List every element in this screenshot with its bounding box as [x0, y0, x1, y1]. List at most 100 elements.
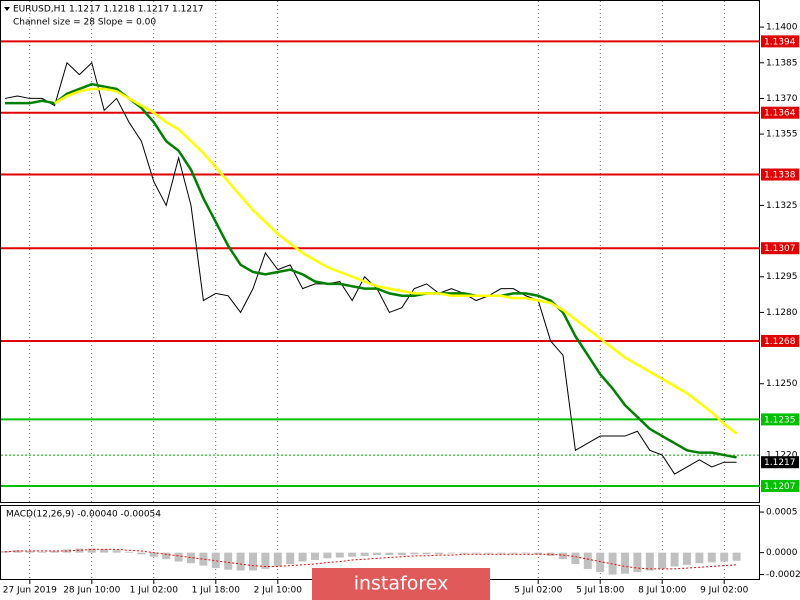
x-tick-label: 8 Jul 10:00 — [638, 586, 687, 596]
macd-bar — [472, 552, 481, 554]
macd-bar — [236, 552, 245, 571]
level-label-box — [761, 334, 799, 347]
y-tick-label: 1.1295 — [766, 272, 798, 282]
macd-bar — [645, 552, 654, 571]
macd-bar — [100, 549, 109, 553]
macd-bar — [298, 552, 307, 562]
macd-bar — [286, 552, 295, 565]
macd-bar — [447, 552, 456, 554]
macd-signal — [4, 548, 737, 570]
x-tick-label: 2 Jul 10:00 — [254, 586, 303, 596]
macd-bar — [137, 552, 146, 555]
current-price-label: 1.1217 — [764, 458, 796, 468]
macd-bar — [187, 552, 195, 564]
macd-bar — [633, 552, 642, 573]
y-tick-label: 1.1355 — [766, 130, 798, 140]
macd-bar — [683, 552, 691, 565]
symbol-arrow — [4, 7, 10, 11]
macd-bar — [373, 552, 381, 556]
main-pane — [0, 0, 760, 503]
macd-bar — [249, 552, 257, 571]
macd-y-tick-label: 0.0000 — [766, 548, 798, 558]
current-price-box — [761, 456, 799, 469]
macd-bar — [720, 552, 729, 562]
y-tick-label: 1.1370 — [766, 94, 798, 104]
macd-bar — [174, 552, 183, 562]
level-label-box — [761, 413, 799, 426]
macd-bar — [410, 552, 419, 555]
level-label-box — [761, 106, 799, 119]
macd-bar — [509, 552, 518, 554]
level-label: 1.1207 — [764, 482, 796, 492]
macd-bar — [435, 552, 443, 555]
macd-bar — [521, 552, 530, 554]
level-label-box — [761, 35, 799, 48]
macd-bar — [323, 552, 332, 559]
x-tick-label: 1 Jul 02:00 — [130, 586, 179, 596]
watermark: instaforex — [354, 573, 449, 595]
macd-y-tick-label: 0.0005 — [766, 508, 798, 518]
macd-bar — [670, 552, 679, 567]
level-label-box — [761, 242, 799, 255]
x-tick-label: 28 Jun 10:00 — [63, 586, 120, 596]
macd-bar — [658, 552, 667, 569]
macd-bar — [211, 552, 220, 569]
macd-bar — [422, 552, 431, 555]
y-tick-label: 1.1280 — [766, 308, 798, 318]
macd-bar — [360, 552, 369, 556]
macd-bar — [459, 552, 468, 554]
macd-bar — [596, 552, 605, 573]
macd-bar — [224, 552, 233, 570]
level-label: 1.1307 — [764, 244, 796, 254]
macd-bar — [621, 552, 629, 574]
macd-bar — [484, 552, 493, 554]
macd-bar — [50, 551, 59, 553]
macd-bar — [348, 552, 357, 557]
x-tick-label: 5 Jul 18:00 — [576, 586, 625, 596]
level-label-box — [761, 479, 799, 492]
price-line-label: 1.1220 — [766, 451, 798, 461]
macd-bar — [261, 552, 270, 569]
macd-bar — [199, 552, 208, 566]
macd-bar — [25, 551, 34, 553]
macd-bar — [75, 548, 84, 553]
macd-bar — [1, 551, 9, 553]
macd-bar — [162, 552, 171, 560]
x-tick-label: 1 Jul 18:00 — [192, 586, 241, 596]
macd-bar — [149, 552, 158, 557]
macd-bar — [38, 551, 47, 553]
level-label-box — [761, 168, 799, 181]
macd-title: MACD(12,26,9) -0.00040 -0.00054 — [6, 510, 161, 520]
macd-bar — [335, 552, 344, 558]
chart-subtitle: Channel size = 28 Slope = 0.00 — [13, 18, 156, 28]
macd-bar — [87, 548, 96, 553]
y-tick-label: 1.1250 — [766, 379, 798, 389]
macd-bar — [63, 549, 71, 553]
x-tick-label: 9 Jul 02:00 — [700, 586, 749, 596]
x-tick-label: 5 Jul 02:00 — [514, 586, 563, 596]
level-label: 1.1364 — [764, 109, 796, 119]
y-tick-label: 1.1400 — [766, 23, 798, 33]
macd-bar — [583, 552, 592, 569]
chart-title: EURUSD,H1 1.1217 1.1218 1.1217 1.1217 — [13, 5, 204, 15]
macd-bar — [559, 552, 567, 560]
y-tick-label: 1.1325 — [766, 201, 798, 211]
macd-bar — [732, 552, 741, 561]
macd-y-tick-label: -0.00027 — [766, 570, 800, 580]
watermark-box — [312, 568, 490, 600]
level-label: 1.1338 — [764, 171, 796, 181]
macd-bar — [397, 552, 406, 556]
macd-bar — [571, 552, 580, 565]
level-label: 1.1268 — [764, 337, 796, 347]
macd-bar — [112, 550, 121, 553]
x-tick-label: 27 Jun 2019 — [3, 586, 57, 596]
moving-average — [53, 87, 738, 435]
macd-bar — [695, 552, 704, 564]
level-label: 1.1394 — [764, 37, 796, 47]
macd-bar — [707, 552, 716, 563]
y-tick-label: 1.1385 — [766, 58, 798, 68]
level-label: 1.1235 — [764, 415, 796, 425]
macd-bar — [534, 552, 543, 555]
macd-bar — [546, 552, 555, 556]
